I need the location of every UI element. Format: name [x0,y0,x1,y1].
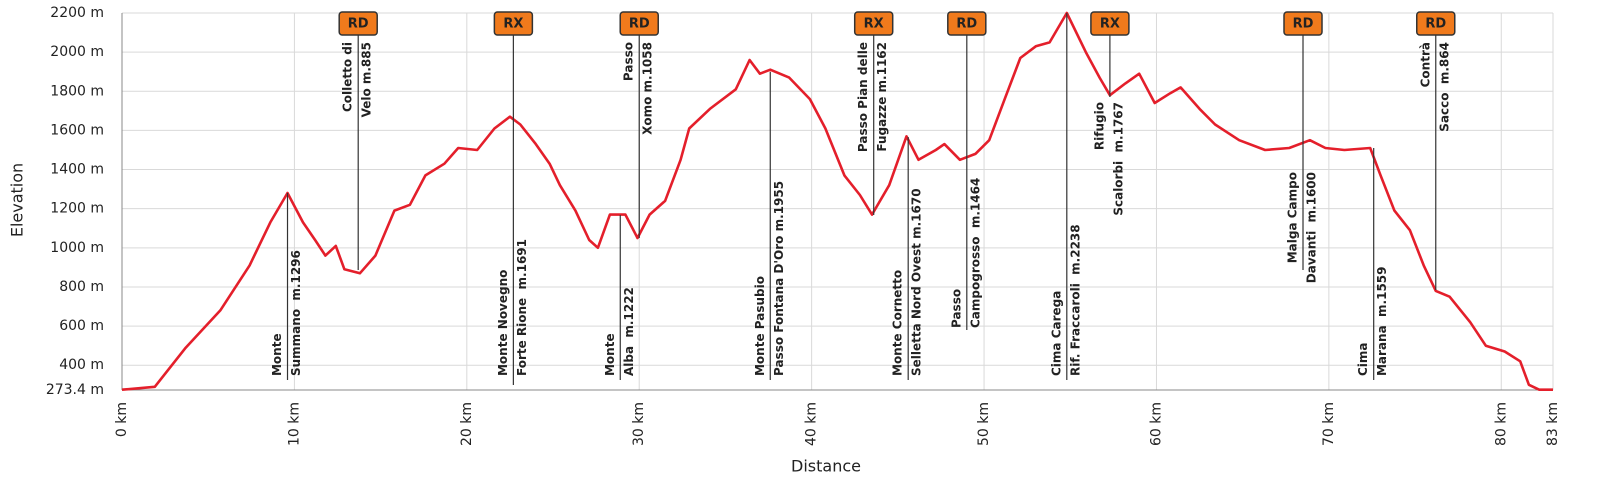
x-tick-label: 0 km [114,402,130,437]
y-tick-label: 400 m [59,357,104,373]
icon-badge [338,11,378,36]
annotation-label: Passo [622,42,636,81]
x-tick-label: 30 km [631,402,647,446]
grid [121,12,1554,391]
x-tick-label: 10 km [286,402,302,446]
annotation-label: Passo [949,289,963,328]
x-tick-label: 83 km [1545,402,1561,446]
x-tick-label: 70 km [1321,402,1337,446]
y-axis-title: Elevation [8,163,27,237]
icon-text: RD [348,17,369,32]
icon-text: RD [629,17,650,32]
icon-text: RD [956,17,977,32]
annotation-label: Alba m.1222 [622,287,636,376]
icon-text: RD [1293,17,1314,32]
x-tick-label: 60 km [1148,402,1164,446]
y-tick-label: 273.4 m [46,382,104,398]
annotation-label: Cima [1356,342,1370,376]
annotation-label: Passo Fontana D'Oro m.1955 [772,181,786,376]
annotation-label: Monte [603,333,617,376]
annotation-label: Monte Pasubio [753,276,767,376]
y-tick-label: 1600 m [50,122,104,138]
elevation-line [121,11,1553,391]
icon-badge [1283,11,1323,36]
y-tick-label: 2000 m [50,44,104,60]
annotation-label: Monte [270,333,284,376]
icon-badge [1416,11,1456,36]
annotation-label: Rifugio [1092,102,1106,150]
annotation-label: Fugazze m.1162 [875,42,889,152]
x-tick-label: 40 km [804,402,820,446]
annotation-label: Selletta Nord Ovest m.1670 [910,188,924,376]
annotation-label: Forte Rione m.1691 [515,239,529,376]
icon-badge [493,11,534,36]
y-tick-label: 2200 m [50,5,104,21]
x-tick-label: 50 km [976,402,992,446]
annotation-label: Rif. Fraccaroli m.2238 [1068,224,1082,376]
icon-badge [947,11,987,36]
x-axis-title: Distance [791,457,861,476]
annotation-label: Contrà [1418,42,1432,87]
icon-text: RX [864,17,884,32]
annotation-label: Cima Carega [1049,291,1063,376]
x-tick-label: 80 km [1493,402,1509,446]
y-tick-label: 1000 m [50,240,104,256]
annotation-label: Malga Campo [1286,172,1300,263]
annotation-label: Passo Pian delle [856,42,870,152]
annotation-label: Velo m.885 [360,42,374,117]
annotation-label: Sacco m.864 [1437,42,1451,132]
annotation-label: Davanti m.1600 [1305,172,1319,283]
annotation-label: Xomo m.1058 [641,42,655,135]
icon-text: RX [1100,17,1120,32]
annotation-label: Summano m.1296 [289,250,303,376]
x-tick-label: 20 km [459,402,475,446]
icon-badge [1090,11,1130,36]
annotation-label: Marana m.1559 [1375,266,1389,376]
annotation-label: Colletto di [341,42,355,112]
icon-text: RX [503,17,523,32]
icon-badge [619,11,659,36]
annotation-label: Campogrosso m.1464 [968,178,982,328]
y-tick-label: 600 m [59,318,104,334]
y-tick-label: 1400 m [50,162,104,178]
icon-text: RD [1425,17,1446,32]
y-tick-label: 800 m [59,279,104,295]
annotation-label: Scalorbi m.1767 [1111,102,1125,216]
annotation-label: Monte Novegno [496,270,510,376]
annotation-label: Monte Cornetto [891,270,905,376]
y-tick-label: 1800 m [50,83,104,99]
icon-badge [853,11,894,36]
y-tick-label: 1200 m [50,201,104,217]
